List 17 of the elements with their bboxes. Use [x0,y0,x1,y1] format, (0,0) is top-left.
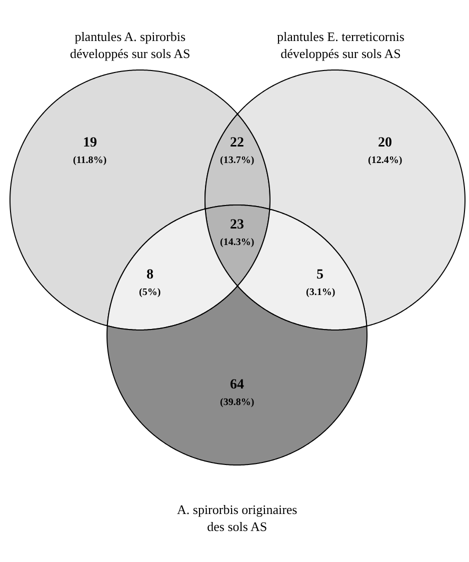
text: plantules E. terreticornis développés sur sols AS [277,29,404,61]
data-label: 5 [316,268,324,282]
text: (13.7%) [220,155,254,166]
text: (3.1%) [306,287,336,298]
data-label: 23 [230,218,244,232]
text: plantules A. spirorbis développés sur sols AS [70,29,190,61]
text: A. spirorbis originaires des sols AS [177,502,298,534]
text: (11.8%) [73,155,107,166]
text: (14.3%) [220,237,254,248]
data-label: 19 [83,136,97,150]
data-label: 20 [378,136,392,150]
text: (12.4%) [368,155,402,166]
text: (5%) [139,287,161,298]
data-label: 22 [230,136,244,150]
text: (39.8%) [220,397,254,408]
data-label: 8 [146,268,154,282]
data-label: 64 [230,378,244,392]
